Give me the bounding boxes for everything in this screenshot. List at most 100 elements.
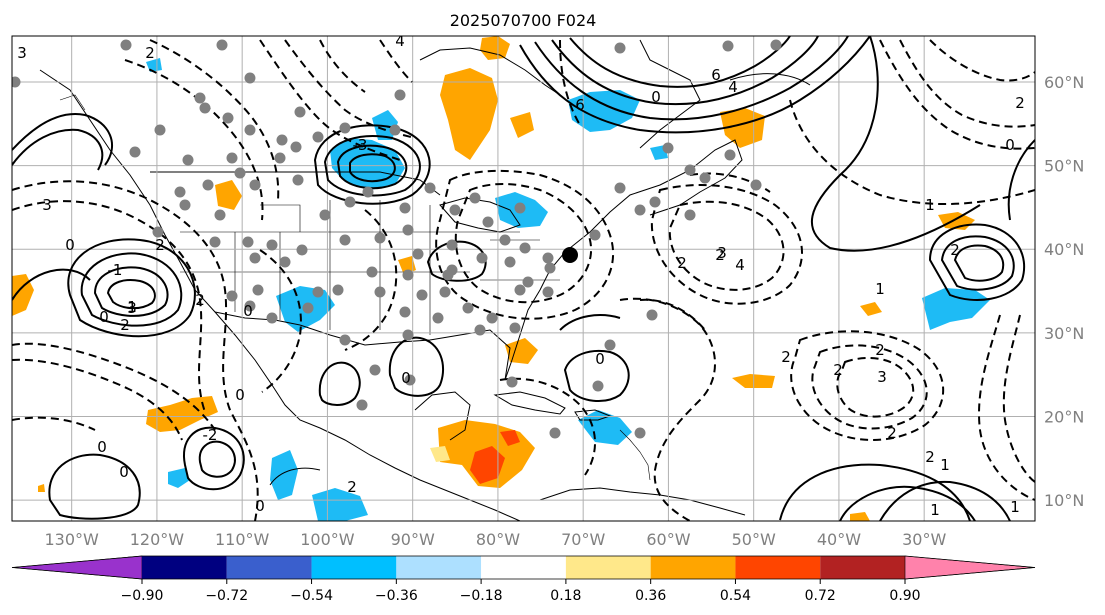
contour-line xyxy=(379,39,413,83)
station-dot xyxy=(234,167,246,179)
station-dot xyxy=(542,286,554,298)
contour-value-label: 2 xyxy=(145,44,155,62)
colorbar-segment xyxy=(311,556,397,579)
station-dot xyxy=(432,312,444,324)
station-dot xyxy=(294,106,306,118)
contour-line xyxy=(67,238,196,338)
negative-anomaly-patch xyxy=(568,90,640,132)
map-frame xyxy=(11,35,1036,522)
contour-value-label: 0 xyxy=(243,302,253,320)
contour-value-label: 0 xyxy=(651,88,661,106)
station-dot xyxy=(412,248,424,260)
yucatan-coast xyxy=(414,391,471,441)
strong-positive-anomaly-core xyxy=(470,446,505,484)
station-dot xyxy=(182,154,194,166)
positive-anomaly-patch xyxy=(850,512,870,521)
contour-line xyxy=(106,279,156,310)
contour-line xyxy=(519,36,871,134)
contour-value-label: 4 xyxy=(395,32,405,50)
contour-line xyxy=(259,249,302,393)
station-dot xyxy=(319,209,331,221)
contour-value-label: 3 xyxy=(17,44,27,62)
latitude-tick-label: 60°N xyxy=(1044,73,1084,92)
station-dot xyxy=(244,72,256,84)
contour-line xyxy=(93,266,169,317)
contour-value-label: -3 xyxy=(353,136,368,154)
contour-line xyxy=(940,235,1015,291)
contour-line xyxy=(149,39,280,201)
contour-line xyxy=(12,416,96,431)
longitude-tick-label: 90°W xyxy=(391,530,435,549)
colorbar-segment xyxy=(820,556,905,579)
longitude-tick-label: 50°W xyxy=(732,530,776,549)
station-dot xyxy=(424,182,436,194)
contour-line xyxy=(124,59,264,221)
station-dot xyxy=(589,229,601,241)
contour-line xyxy=(928,223,1026,301)
island-chain xyxy=(59,94,651,481)
negative-anomaly-patch xyxy=(146,58,162,72)
contour-line xyxy=(323,135,421,197)
contour-line xyxy=(388,336,445,397)
station-dot xyxy=(519,242,531,254)
contour-line xyxy=(811,344,928,430)
contour-value-label: 2 xyxy=(120,316,130,334)
station-dot xyxy=(339,334,351,346)
station-dot xyxy=(722,40,734,52)
contour-value-label: 3 xyxy=(877,368,887,386)
station-dot xyxy=(249,179,261,191)
station-dot xyxy=(292,174,304,186)
station-dot xyxy=(504,256,516,268)
contour-line xyxy=(779,463,971,521)
station-dot xyxy=(369,364,381,376)
longitude-tick-label: 30°W xyxy=(902,530,946,549)
us-mexico-border xyxy=(214,311,301,326)
contour-value-label: 2 xyxy=(875,341,885,359)
station-dot xyxy=(199,102,211,114)
longitude-tick-label: 100°W xyxy=(300,530,355,549)
station-dot xyxy=(222,112,234,124)
longitude-labels: 130°W 120°W 110°W 100°W 90°W 80°W 70°W 60°W 50°W… xyxy=(44,530,946,549)
contour-value-label: 6 xyxy=(575,96,585,114)
station-dot xyxy=(216,39,228,51)
contour-line xyxy=(639,298,706,331)
anomaly-shading xyxy=(12,36,990,521)
station-dot xyxy=(724,149,736,161)
station-dot xyxy=(120,39,132,51)
colorbar-tick-label: 0.72 xyxy=(805,588,836,604)
positive-anomaly-patch xyxy=(398,256,416,275)
station-dot xyxy=(439,286,451,298)
us-canada-border xyxy=(150,171,441,196)
contour-value-label: 3 xyxy=(717,244,727,262)
contour-line xyxy=(978,314,1035,501)
station-dot xyxy=(202,179,214,191)
positive-anomaly-patch xyxy=(510,112,534,138)
contour-lines xyxy=(12,36,1035,521)
contour-line xyxy=(12,342,216,431)
station-dot xyxy=(486,312,498,324)
contour-line xyxy=(899,39,1035,128)
positive-contours xyxy=(12,36,1035,521)
contour-line xyxy=(454,183,593,304)
station-dot xyxy=(684,209,696,221)
contour-value-label: 0 xyxy=(65,236,75,254)
contour-value-label: 4 xyxy=(735,256,745,274)
positive-anomaly-patch xyxy=(215,180,242,210)
longitude-tick-label: 40°W xyxy=(817,530,861,549)
station-dot xyxy=(699,172,711,184)
station-dot xyxy=(750,179,762,191)
station-dot xyxy=(499,234,511,246)
negative-anomaly-patch xyxy=(922,288,990,330)
longitude-tick-label: 120°W xyxy=(130,530,185,549)
contour-line xyxy=(789,99,1035,206)
station-dot xyxy=(242,236,254,248)
contour-value-label: 0 xyxy=(235,386,245,404)
contour-value-label: 2 xyxy=(833,361,843,379)
station-dot xyxy=(226,290,238,302)
station-dot xyxy=(129,146,141,158)
contour-line xyxy=(344,209,398,351)
station-dot xyxy=(356,399,368,411)
station-dot xyxy=(226,152,238,164)
